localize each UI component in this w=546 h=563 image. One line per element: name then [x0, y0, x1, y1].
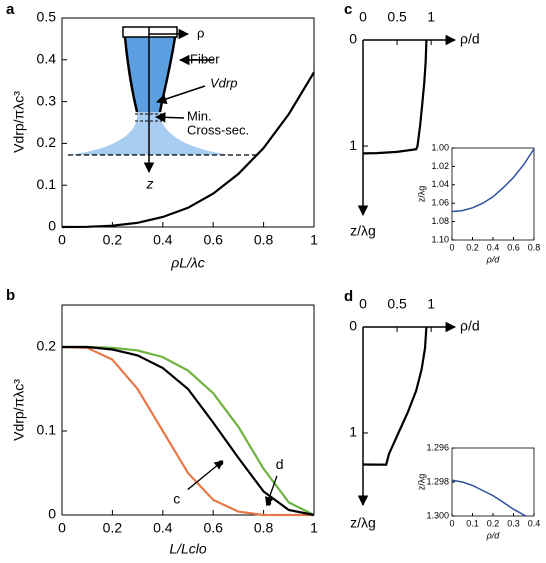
- x-axis-title: ρ/d: [486, 254, 501, 264]
- y-tick-label: 0.3: [37, 92, 57, 108]
- panel-label: b: [6, 287, 15, 304]
- x-tick-label: 0: [449, 518, 454, 528]
- x-tick-label: 0.5: [387, 296, 407, 312]
- y-tick-label: 0.2: [37, 338, 57, 354]
- x-tick-label: 1: [427, 296, 435, 312]
- point-arrow: [187, 460, 224, 491]
- x-tick-label: 0.1: [466, 518, 479, 528]
- y-tick-label: 0: [48, 506, 56, 522]
- y-tick-label: 0: [349, 31, 357, 47]
- marked-point: [218, 460, 224, 466]
- y-tick-label: 1.02: [431, 161, 449, 171]
- y-tick-label: 0.1: [37, 422, 57, 438]
- y-tick-label: 1.300: [426, 510, 449, 520]
- fiber-cap: [122, 26, 178, 38]
- annotation: Fiber: [190, 51, 220, 66]
- data-line: [61, 345, 314, 517]
- annotation: Min.: [187, 108, 212, 123]
- x-tick-label: 0.2: [487, 518, 500, 528]
- plot-frame: [61, 304, 315, 516]
- fiber-edge: [158, 36, 177, 113]
- x-tick-label: 0.8: [254, 520, 274, 536]
- data-line: [61, 71, 315, 229]
- y-tick-label: 0.2: [37, 134, 57, 150]
- x-axis-title: ρL/λc: [170, 255, 205, 271]
- y-tick-label: 0: [349, 318, 357, 334]
- data-line: [362, 326, 428, 466]
- data-line: [62, 345, 315, 516]
- y-tick-label: 1.08: [431, 216, 449, 226]
- y-tick-label: 0.5: [37, 9, 57, 25]
- x-tick-label: 0: [359, 296, 367, 312]
- y-tick-label: 1: [349, 137, 357, 153]
- vdrp-arrow: [156, 85, 206, 104]
- y-tick-label: 1.04: [431, 179, 449, 189]
- data-line: [451, 148, 535, 213]
- y-axis-title: Vdrp/πλc³: [11, 91, 27, 153]
- annotation: Cross-sec.: [187, 122, 249, 137]
- x-axis-title: ρ/d: [460, 318, 480, 334]
- x-tick-label: 0.4: [153, 232, 173, 248]
- y-tick-label: 0.4: [37, 51, 57, 67]
- x-tick-label: 0.4: [153, 520, 173, 536]
- fiber-edge: [123, 36, 139, 113]
- annotation: z: [146, 176, 154, 192]
- x-tick-label: 0.4: [487, 242, 500, 252]
- x-tick-label: 0.6: [507, 242, 520, 252]
- x-tick-label: 0.2: [466, 242, 479, 252]
- x-axis-title: ρ/d: [486, 530, 501, 540]
- x-tick-label: 0.2: [103, 520, 123, 536]
- y-tick-label: 1.296: [426, 442, 449, 452]
- x-tick-label: 0.5: [387, 9, 407, 25]
- y-axis-title: z/λg: [350, 223, 376, 239]
- x-tick-label: 0.6: [203, 232, 223, 248]
- point-arrow: [265, 475, 278, 507]
- x-tick-label: 0.4: [528, 518, 541, 528]
- plot-frame: [451, 147, 535, 241]
- x-tick-label: 0.8: [254, 232, 274, 248]
- x-tick-label: 1: [427, 9, 435, 25]
- y-tick-label: 1.06: [431, 198, 449, 208]
- cross-sec-arrow: [154, 112, 185, 123]
- fiber-diagram: [68, 26, 260, 174]
- x-axis-title: ρ/d: [460, 31, 480, 47]
- x-tick-label: 0: [449, 242, 454, 252]
- annotation: ρ: [197, 25, 204, 40]
- y-axis-title: z/λg: [416, 186, 426, 203]
- x-tick-label: 0.8: [528, 242, 541, 252]
- panel-label: d: [344, 288, 353, 305]
- y-tick-label: 0: [48, 218, 56, 234]
- point-label: d: [276, 456, 284, 472]
- panel-label: c: [344, 1, 352, 18]
- y-tick-label: 1.10: [431, 234, 449, 244]
- y-tick-label: 1.00: [431, 142, 449, 152]
- panel-label: a: [6, 1, 15, 18]
- x-tick-label: 0: [58, 520, 66, 536]
- x-tick-label: 0.2: [103, 232, 123, 248]
- marked-point: [266, 500, 272, 506]
- fiber-body: [125, 37, 175, 112]
- x-tick-label: 0: [58, 232, 66, 248]
- annotation: Vdrp: [210, 75, 237, 90]
- point-label: c: [173, 491, 180, 507]
- data-line: [451, 479, 527, 517]
- data-line: [362, 39, 428, 155]
- y-axis-title: z/λg: [350, 515, 376, 531]
- plot-frame: [61, 17, 315, 228]
- x-tick-label: 1: [310, 232, 318, 248]
- x-tick-label: 1: [310, 520, 318, 536]
- x-tick-label: 0.6: [203, 520, 223, 536]
- y-tick-label: 1.298: [426, 476, 449, 486]
- y-axis-title: Vdrp/πλc³: [11, 379, 27, 441]
- x-tick-label: 0.3: [507, 518, 520, 528]
- y-axis-title: z/λg: [416, 474, 426, 491]
- y-tick-label: 1: [349, 424, 357, 440]
- x-tick-label: 0: [359, 9, 367, 25]
- y-tick-label: 0.1: [37, 176, 57, 192]
- x-axis-title: L/Lclo: [169, 541, 207, 557]
